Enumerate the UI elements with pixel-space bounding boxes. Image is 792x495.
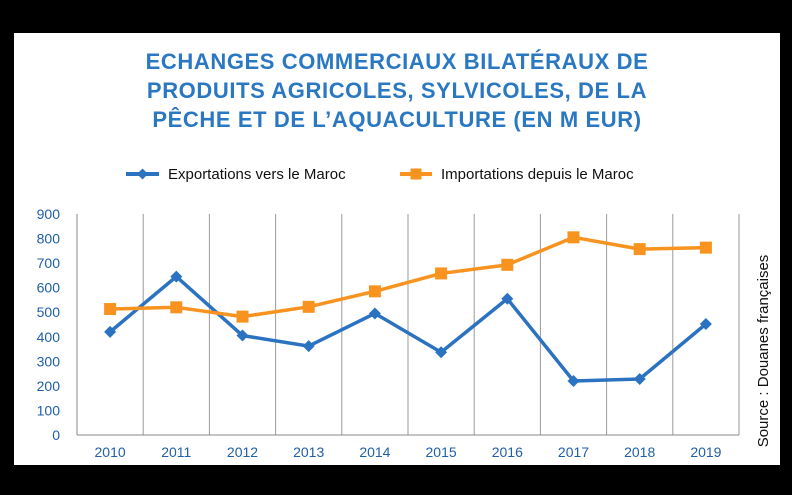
x-tick-2010: 2010 (95, 444, 126, 460)
x-tick-2019: 2019 (690, 444, 721, 460)
legend-imports-label: Importations depuis le Maroc (441, 166, 634, 183)
axes (76, 214, 739, 436)
y-tick-300: 300 (37, 353, 61, 369)
y-tick-500: 500 (37, 304, 61, 320)
imports-series-line (110, 235, 706, 319)
y-tick-700: 700 (37, 255, 61, 271)
y-tick-200: 200 (37, 378, 61, 394)
legend-exports-label: Exportations vers le Maroc (168, 166, 346, 183)
exports-point-2015 (435, 346, 448, 359)
exports-point-2012 (236, 329, 249, 342)
y-tick-600: 600 (37, 280, 61, 296)
imports-point-2019 (699, 241, 712, 254)
x-tick-2016: 2016 (492, 444, 523, 460)
exports-point-2018 (633, 373, 646, 386)
x-tick-2017: 2017 (558, 444, 589, 460)
exports-point-2010 (104, 325, 117, 338)
imports-point-2013 (302, 300, 315, 313)
exports-point-2016 (501, 292, 514, 305)
legend-imports-marker (410, 168, 422, 180)
y-tick-900: 900 (37, 206, 61, 222)
x-axis-ticks: 2010 2011 2012 2013 2014 2015 2016 2017 2018 2019 (95, 444, 722, 460)
imports-point-2016 (501, 258, 514, 271)
exports-point-2017 (567, 374, 580, 387)
imports-point-2018 (633, 243, 646, 256)
imports-point-2017 (567, 231, 580, 244)
exports-point-2011 (170, 270, 183, 283)
series-group (104, 231, 712, 387)
exports-point-2019 (699, 318, 712, 331)
y-tick-800: 800 (37, 231, 61, 247)
imports-point-2015 (435, 267, 448, 280)
exports-series-line (108, 274, 708, 383)
legend: Exportations vers le Maroc Importations … (126, 166, 634, 183)
y-tick-100: 100 (37, 402, 61, 418)
chart-panel: ECHANGES COMMERCIAUX BILATÉRAUX DE PRODU… (14, 33, 780, 465)
exports-point-2014 (368, 307, 381, 320)
legend-exports-marker (137, 168, 148, 180)
source-note: Source : Douanes françaises (755, 255, 772, 448)
y-axis-ticks: 0 100 200 300 400 500 600 700 800 900 (37, 206, 61, 443)
y-tick-400: 400 (37, 329, 61, 345)
x-tick-2015: 2015 (426, 444, 457, 460)
chart-title: ECHANGES COMMERCIAUX BILATÉRAUX DE PRODU… (14, 47, 780, 134)
x-tick-2014: 2014 (359, 444, 390, 460)
x-tick-2013: 2013 (293, 444, 324, 460)
imports-point-2014 (368, 285, 381, 298)
imports-point-2012 (236, 310, 249, 323)
chart-title-line-1: ECHANGES COMMERCIAUX BILATÉRAUX DE (145, 49, 649, 74)
line-chart: Exportations vers le Maroc Importations … (37, 166, 772, 460)
chart-title-line-2: PRODUITS AGRICOLES, SYLVICOLES, DE LA (146, 78, 648, 103)
y-tick-0: 0 (52, 427, 60, 443)
exports-point-2013 (302, 340, 315, 353)
imports-point-2011 (170, 301, 183, 314)
x-tick-2011: 2011 (161, 444, 191, 460)
x-tick-2012: 2012 (227, 444, 258, 460)
imports-point-2010 (104, 303, 117, 316)
chart-title-line-3: PÊCHE ET DE L’AQUACULTURE (EN M EUR) (152, 107, 642, 132)
x-tick-2018: 2018 (624, 444, 655, 460)
